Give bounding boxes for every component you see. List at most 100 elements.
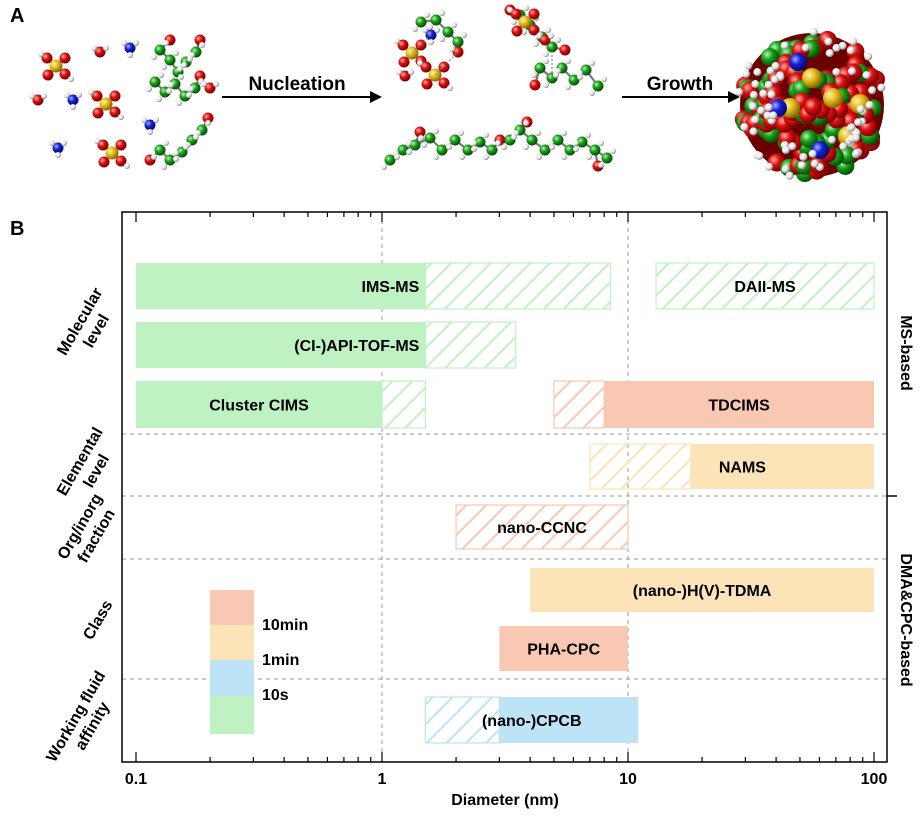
group-label: DMA&CPC-based — [897, 553, 914, 686]
ims-ms-hatched-bar — [424, 262, 612, 310]
hydrogen-atom — [483, 154, 489, 160]
hydrogen-atom — [166, 88, 172, 94]
oxygen-atom — [41, 52, 53, 64]
nitrogen-atom — [425, 29, 437, 41]
carbon-atom — [601, 152, 613, 164]
hydrogen-atom — [868, 86, 877, 95]
panel-b-label: B — [10, 218, 24, 240]
hydrogen-atom — [610, 148, 616, 154]
oxygen-atom — [539, 34, 551, 46]
hydrogen-atom — [133, 40, 139, 46]
legend-swatch-1min — [210, 625, 254, 660]
nano-h-v-tdma-solid-bar — [530, 568, 874, 612]
hydrogen-atom — [751, 80, 760, 89]
hydrogen-atom — [421, 142, 427, 148]
group-label: MS-based — [897, 315, 914, 391]
hydrogen-atom — [173, 150, 179, 156]
hydrogen-atom — [553, 72, 559, 78]
hydrogen-atom — [536, 33, 542, 39]
hydrogen-atom — [168, 82, 174, 88]
ims-ms-label: IMS-MS — [362, 279, 420, 296]
hydrogen-atom — [124, 163, 130, 169]
hydrogen-atom — [824, 37, 833, 46]
hydrogen-atom — [523, 5, 529, 11]
category-label-text: Molecularlevel — [54, 285, 123, 368]
oxygen-atom — [528, 24, 540, 36]
nano-cpcb-label: (nano-)CPCB — [482, 713, 582, 730]
hydrogen-atom — [396, 69, 402, 75]
hydrogen-atom — [213, 81, 219, 87]
nitrogen-atom — [144, 119, 156, 131]
oxygen-atom — [115, 155, 127, 167]
hydrogen-bond — [411, 34, 432, 54]
hydrogen-atom — [424, 12, 430, 18]
pha-cpc-label: PHA-CPC — [527, 642, 600, 659]
ims-ms-solid-bar — [136, 263, 426, 309]
ci-api-tof-ms-hatched-bar — [424, 321, 517, 369]
cluster-cims-hatched-bar — [381, 380, 426, 429]
hydrogen-atom — [406, 140, 412, 146]
oxygen-atom — [115, 139, 127, 151]
carbon-atom — [474, 136, 486, 148]
hydrogen-atom — [523, 144, 529, 150]
ci-api-tof-ms-label: (CI-)API-TOF-MS — [294, 338, 419, 355]
oxygen-atom — [399, 70, 411, 82]
carbon-atom — [384, 154, 396, 166]
hydrogen-atom — [449, 46, 455, 52]
panel-b-chart: B IMS-MS DAII-MS (CI-)API-TOF-MS Cluster CI… — [10, 211, 914, 809]
molecules-before-nucleation — [29, 34, 219, 170]
axis-ticks — [135, 212, 875, 762]
hydrogen-atom — [543, 82, 549, 88]
tdcims-solid-bar — [604, 381, 874, 428]
oxygen-atom — [92, 107, 104, 119]
hydrogen-atom — [428, 39, 434, 45]
oxygen-atom — [438, 77, 450, 89]
hydrogen-atom — [439, 36, 445, 42]
oxygen-atom — [559, 44, 571, 56]
hydrogen-atom — [757, 106, 766, 115]
hydrogen-atom — [483, 132, 489, 138]
hydrogen-atom — [439, 10, 445, 16]
x-axis-title: Diameter (nm) — [451, 792, 559, 809]
hydrogen-atom — [70, 104, 76, 110]
hydrogen-atom — [151, 54, 157, 60]
hydrogen-atom — [511, 19, 517, 25]
hydrogen-atom — [408, 69, 414, 75]
hydrogen-atom — [877, 83, 886, 92]
tdcims-label: TDCIMS — [708, 398, 770, 415]
sulfur-atom — [105, 146, 119, 160]
nucleated-clusters — [381, 4, 616, 172]
hydrogen-atom — [187, 56, 193, 62]
hydrogen-atom — [193, 134, 199, 140]
legend: 10min 1min 10s — [210, 590, 308, 734]
range-bars — [136, 262, 875, 744]
ci-api-tof-ms-solid-bar — [136, 322, 426, 368]
hydrogen-atom — [433, 154, 439, 160]
oxygen-atom — [109, 90, 121, 102]
hydrogen-atom — [862, 71, 871, 80]
cluster-cims-label: Cluster CIMS — [209, 398, 309, 415]
bar-labels: IMS-MS DAII-MS (CI-)API-TOF-MS Cluster CIMS… — [209, 279, 796, 730]
hydrogen-atom — [573, 140, 579, 146]
hydrogen-atom — [838, 41, 847, 50]
hydrogen-atom — [799, 152, 808, 161]
oxygen-atom — [529, 79, 541, 91]
hydrogen-atom — [41, 93, 47, 99]
hydrogen-atom — [601, 76, 607, 82]
hydrogen-atom — [565, 58, 571, 64]
hydrogen-atom — [459, 154, 465, 160]
oxygen-atom — [94, 46, 106, 58]
hydrogen-bond — [434, 51, 459, 76]
carbon-atom — [452, 36, 464, 48]
growth-arrow: Growth — [622, 74, 740, 103]
hydrogen-atom — [767, 90, 776, 99]
nano-ccnc-label: nano-CCNC — [497, 520, 587, 537]
hydrogen-atom — [586, 154, 592, 160]
x-tick-label: 1 — [378, 771, 387, 788]
hydrogen-atom — [381, 164, 387, 170]
hydrogen-atom — [785, 171, 794, 180]
hydrogen-atom — [181, 62, 187, 68]
hydrogen-atom — [561, 154, 567, 160]
hydrogen-atom — [749, 90, 758, 99]
category-label-text: Class — [80, 597, 116, 643]
